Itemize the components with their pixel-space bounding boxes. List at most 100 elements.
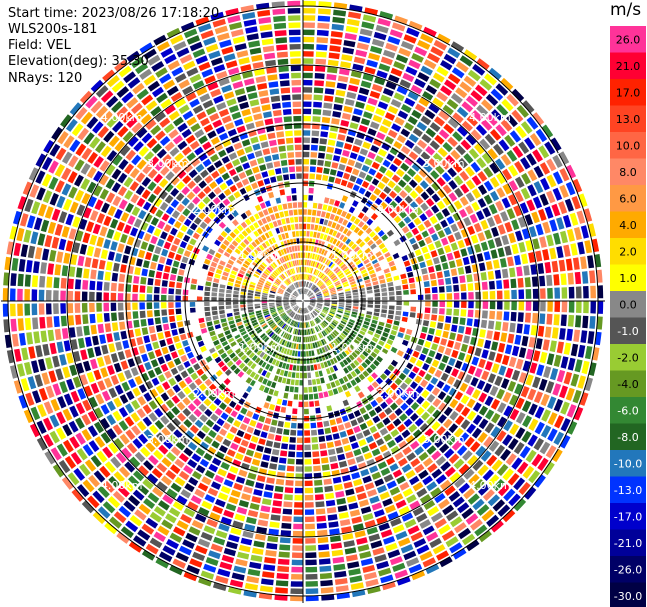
velocity-gate	[240, 266, 247, 272]
velocity-gate	[141, 176, 151, 187]
velocity-gate	[153, 506, 166, 517]
velocity-gate	[410, 109, 422, 119]
velocity-gate	[491, 459, 503, 472]
velocity-gate	[533, 181, 544, 194]
velocity-gate	[335, 490, 345, 498]
velocity-gate	[257, 281, 264, 286]
velocity-gate	[489, 310, 496, 320]
velocity-gate	[451, 349, 459, 359]
velocity-gate	[289, 364, 293, 371]
velocity-gate	[147, 278, 154, 286]
velocity-gate	[287, 288, 292, 293]
velocity-gate	[493, 214, 502, 225]
velocity-gate	[313, 101, 322, 108]
velocity-gate	[253, 489, 263, 497]
velocity-gate	[353, 359, 360, 367]
velocity-gate	[310, 284, 315, 290]
velocity-gate	[183, 507, 196, 518]
velocity-gate	[228, 244, 236, 251]
velocity-gate	[225, 503, 237, 512]
velocity-gate	[258, 359, 264, 366]
velocity-gate	[199, 93, 211, 103]
velocity-gate	[2, 303, 9, 317]
velocity-gate	[532, 350, 541, 362]
velocity-gate	[406, 494, 418, 504]
velocity-gate	[414, 46, 428, 57]
velocity-gate	[172, 558, 186, 569]
velocity-gate	[342, 399, 350, 407]
velocity-gate	[180, 21, 195, 32]
velocity-gate	[179, 54, 193, 64]
velocity-gate	[176, 231, 184, 239]
velocity-gate	[401, 339, 409, 347]
velocity-gate	[344, 547, 357, 555]
velocity-gate	[172, 501, 185, 512]
velocity-gate	[290, 357, 294, 364]
velocity-gate	[418, 451, 429, 462]
velocity-gate	[276, 304, 282, 307]
velocity-gate	[437, 230, 446, 239]
velocity-gate	[322, 330, 328, 336]
velocity-gate	[229, 22, 243, 31]
velocity-gate	[148, 326, 156, 334]
velocity-gate	[305, 566, 318, 573]
velocity-gate	[390, 359, 398, 367]
velocity-gate	[276, 398, 283, 405]
velocity-gate	[426, 334, 434, 342]
velocity-gate	[293, 209, 298, 216]
velocity-gate	[177, 140, 188, 151]
velocity-gate	[285, 137, 294, 144]
velocity-gate	[248, 40, 261, 48]
velocity-gate	[418, 97, 430, 107]
velocity-gate	[198, 507, 210, 517]
velocity-gate	[304, 322, 306, 328]
velocity-gate	[66, 378, 75, 391]
velocity-gate	[221, 46, 234, 55]
velocity-gate	[198, 577, 212, 587]
velocity-gate	[414, 249, 422, 257]
velocity-gate	[135, 62, 149, 75]
velocity-gate	[284, 385, 290, 392]
velocity-gate	[318, 248, 323, 254]
velocity-gate	[145, 380, 154, 390]
velocity-gate	[504, 344, 513, 355]
velocity-gate	[272, 334, 278, 341]
velocity-gate	[300, 344, 303, 350]
velocity-gate	[445, 277, 452, 285]
velocity-gate	[351, 351, 358, 358]
velocity-gate	[265, 258, 271, 264]
velocity-gate	[44, 450, 56, 465]
velocity-gate	[539, 275, 546, 287]
velocity-gate	[218, 221, 226, 229]
velocity-gate	[544, 326, 552, 338]
velocity-gate	[177, 348, 185, 356]
velocity-gate	[288, 277, 292, 283]
velocity-gate	[292, 293, 298, 297]
velocity-gate	[311, 436, 318, 443]
velocity-gate	[233, 367, 241, 375]
velocity-gate	[201, 500, 213, 510]
velocity-gate	[449, 472, 461, 483]
velocity-gate	[572, 257, 580, 270]
velocity-gate	[382, 87, 394, 97]
velocity-gate	[321, 286, 327, 290]
velocity-gate	[128, 136, 139, 147]
velocity-gate	[265, 363, 271, 370]
velocity-gate	[299, 322, 301, 328]
velocity-gate	[270, 95, 281, 103]
velocity-gate	[283, 299, 289, 301]
velocity-gate	[421, 268, 428, 275]
velocity-gate	[347, 275, 354, 281]
velocity-gate	[468, 148, 480, 160]
velocity-gate	[213, 160, 223, 169]
velocity-gate	[51, 236, 60, 249]
velocity-gate	[309, 296, 315, 299]
velocity-gate	[219, 336, 227, 343]
velocity-gate	[331, 304, 337, 306]
velocity-gate	[104, 271, 111, 281]
velocity-gate	[225, 541, 238, 550]
velocity-gate	[267, 319, 273, 324]
velocity-gate	[215, 498, 226, 508]
velocity-gate	[312, 253, 316, 260]
velocity-gate	[165, 410, 175, 421]
